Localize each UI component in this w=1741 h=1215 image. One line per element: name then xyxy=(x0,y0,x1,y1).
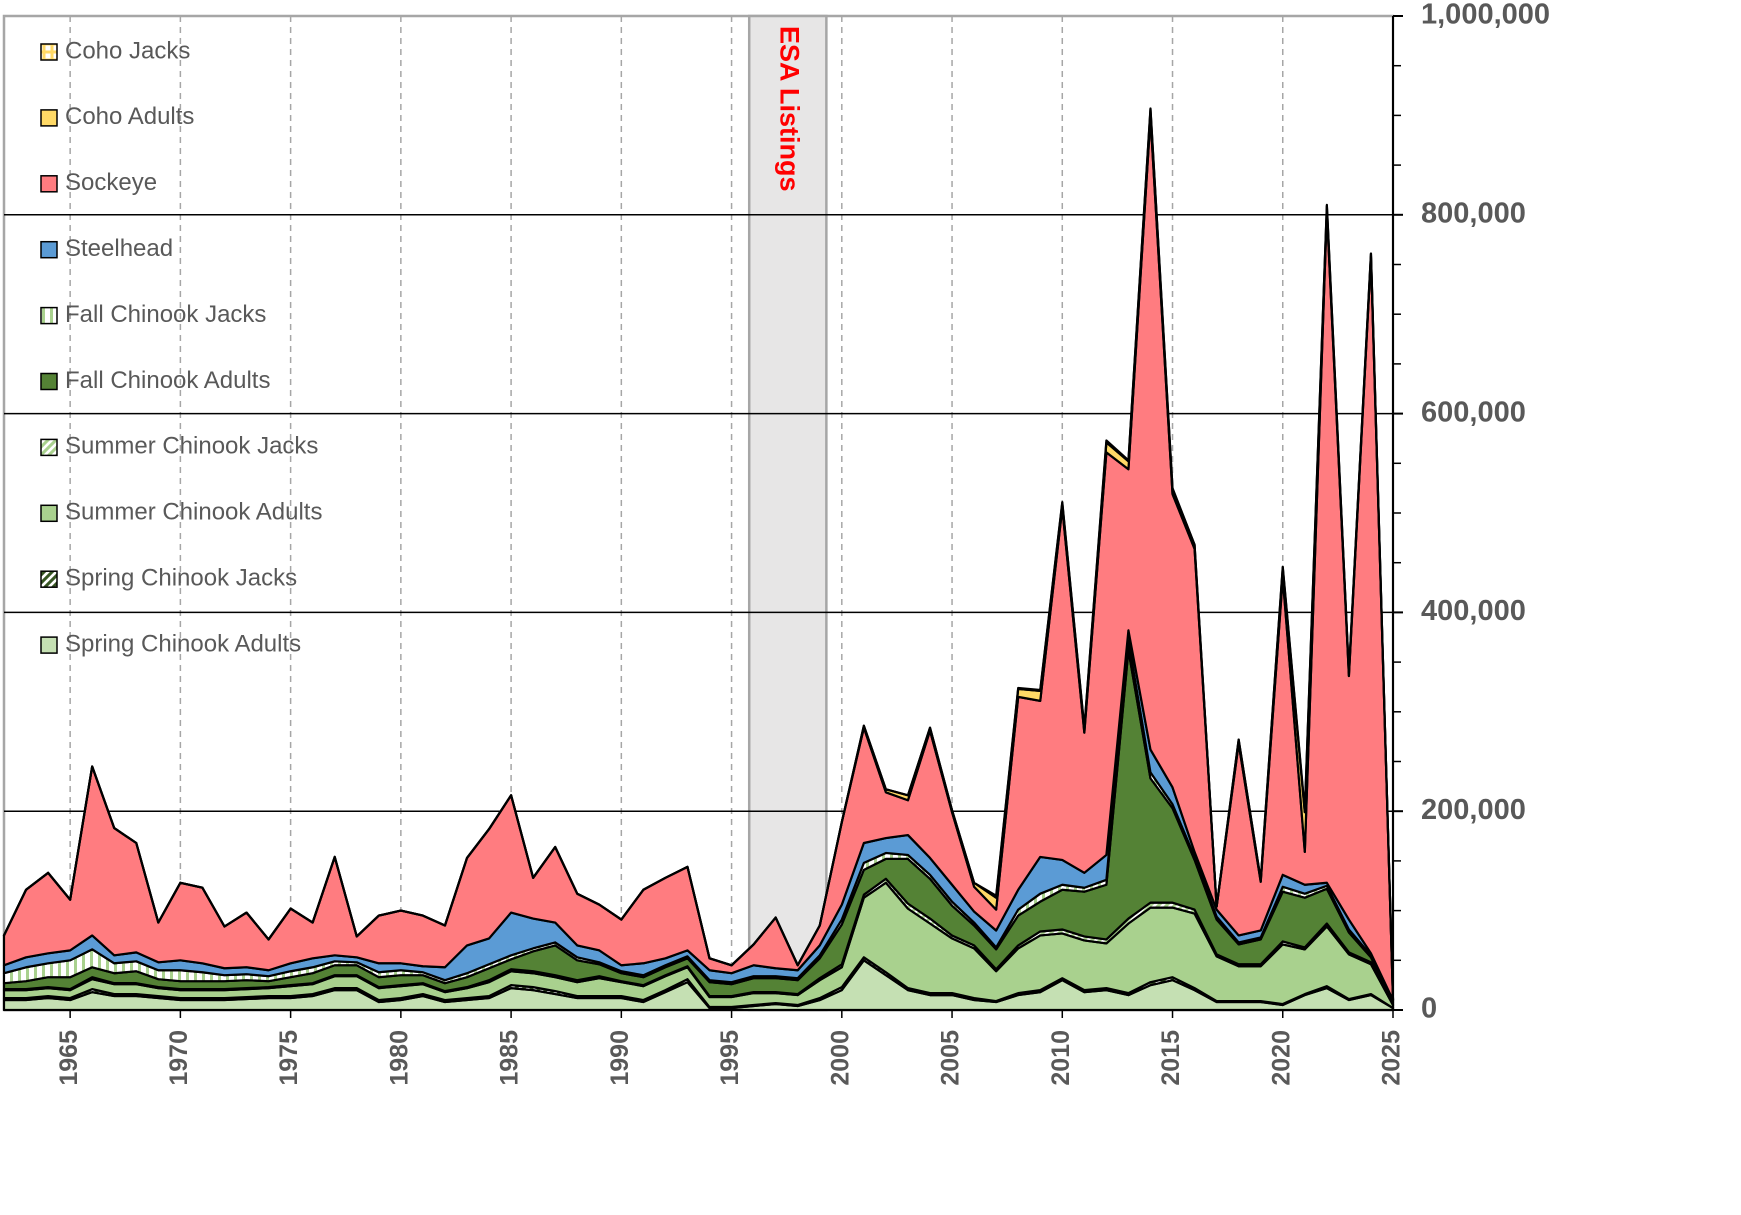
legend-swatch xyxy=(40,570,58,588)
legend-swatch xyxy=(40,43,58,61)
esa-band xyxy=(747,14,828,1012)
legend-swatch xyxy=(40,240,58,259)
y-tick-label: 200,000 xyxy=(1421,794,1526,826)
y-tick-label: 800,000 xyxy=(1421,197,1526,229)
legend-label: Summer Chinook Jacks xyxy=(65,433,318,460)
x-tick-label: 2000 xyxy=(826,1030,854,1086)
legend-swatch xyxy=(40,438,58,457)
x-tick-label: 1975 xyxy=(275,1030,303,1086)
legend-label: Coho Jacks xyxy=(65,37,190,64)
legend-label: Coho Adults xyxy=(65,103,194,130)
y-tick-label: 0 xyxy=(1421,993,1437,1025)
x-tick-label: 2005 xyxy=(937,1030,965,1086)
x-tick-label: 2010 xyxy=(1047,1030,1075,1086)
legend-label: Steelhead xyxy=(65,235,173,262)
x-tick-label: 2020 xyxy=(1267,1030,1295,1086)
legend-label: Fall Chinook Adults xyxy=(65,367,270,394)
y-tick-label: 1,000,000 xyxy=(1421,0,1550,31)
legend-label: Spring Chinook Jacks xyxy=(65,565,297,592)
x-tick-label: 1985 xyxy=(496,1030,524,1086)
x-tick-label: 1990 xyxy=(606,1030,634,1086)
x-tick-label: 1995 xyxy=(716,1030,744,1086)
esa-label: ESA Listings xyxy=(775,26,805,192)
y-tick-label: 600,000 xyxy=(1421,396,1526,428)
y-tick-label: 400,000 xyxy=(1421,595,1526,627)
legend-swatch xyxy=(40,175,58,193)
legend-label: Summer Chinook Adults xyxy=(65,499,322,526)
x-tick-label: 1965 xyxy=(55,1030,83,1086)
legend-label: Sockeye xyxy=(65,169,157,196)
x-tick-label: 2015 xyxy=(1157,1030,1185,1086)
legend-swatch xyxy=(40,504,58,523)
legend-swatch xyxy=(40,636,58,654)
x-tick-label: 2025 xyxy=(1378,1030,1406,1086)
legend-swatch xyxy=(40,372,58,391)
legend-swatch xyxy=(40,109,58,127)
x-tick-label: 1980 xyxy=(385,1030,413,1086)
x-tick-label: 1970 xyxy=(165,1030,193,1086)
legend-label: Fall Chinook Jacks xyxy=(65,301,266,328)
legend-swatch xyxy=(40,306,58,325)
legend-label: Spring Chinook Adults xyxy=(65,630,301,657)
